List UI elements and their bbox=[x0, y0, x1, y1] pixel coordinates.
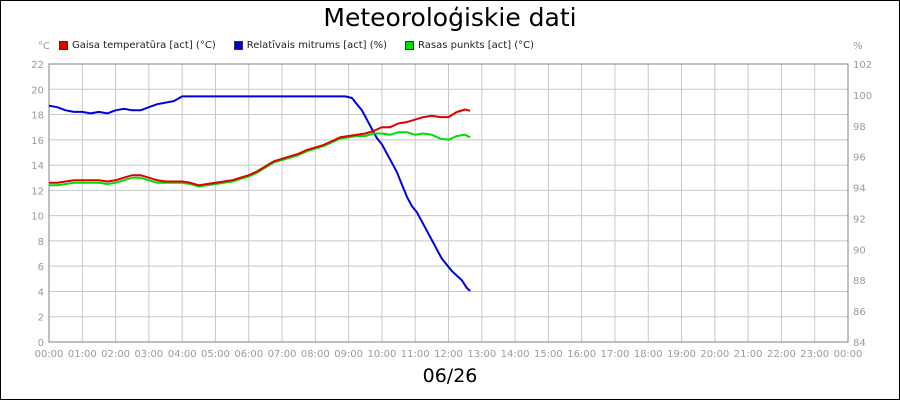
date-label: 06/26 bbox=[422, 365, 478, 387]
x-tick-label: 06:00 bbox=[234, 349, 263, 360]
y-left-tick-label: 10 bbox=[31, 212, 44, 223]
y-right-tick-label: 88 bbox=[853, 276, 866, 287]
left-axis-unit: °C bbox=[38, 41, 50, 52]
x-tick-label: 07:00 bbox=[268, 349, 297, 360]
right-axis-unit: % bbox=[853, 41, 863, 52]
y-left-tick-label: 4 bbox=[38, 287, 44, 298]
y-right-tick-label: 96 bbox=[853, 153, 866, 164]
x-tick-label: 14:00 bbox=[501, 349, 530, 360]
legend-swatch-dewpoint bbox=[405, 40, 415, 50]
x-tick-label: 23:00 bbox=[800, 349, 829, 360]
legend-item-temperature: Gaisa temperatūra [act] (°C) bbox=[59, 40, 216, 51]
x-tick-label: 01:00 bbox=[68, 349, 97, 360]
x-tick-label: 02:00 bbox=[101, 349, 130, 360]
x-tick-label: 20:00 bbox=[700, 349, 729, 360]
x-tick-label: 00:00 bbox=[834, 349, 863, 360]
x-tick-label: 11:00 bbox=[401, 349, 430, 360]
chart-title: Meteoroloģiskie dati bbox=[323, 3, 577, 32]
y-right-tick-label: 102 bbox=[853, 60, 872, 71]
y-left-tick-label: 0 bbox=[38, 338, 44, 349]
legend-label-temperature: Gaisa temperatūra [act] (°C) bbox=[72, 39, 216, 51]
x-tick-label: 13:00 bbox=[467, 349, 496, 360]
y-left-tick-label: 12 bbox=[31, 186, 44, 197]
legend-item-dewpoint: Rasas punkts [act] (°C) bbox=[405, 40, 534, 51]
x-tick-label: 17:00 bbox=[601, 349, 630, 360]
y-left-tick-label: 2 bbox=[38, 313, 44, 324]
x-tick-label: 22:00 bbox=[767, 349, 796, 360]
y-left-tick-label: 18 bbox=[31, 111, 44, 122]
y-left-tick-label: 14 bbox=[31, 161, 44, 172]
x-tick-label: 09:00 bbox=[334, 349, 363, 360]
legend-swatch-humidity bbox=[233, 40, 243, 50]
humidity-line bbox=[48, 95, 471, 292]
x-tick-label: 12:00 bbox=[434, 349, 463, 360]
x-tick-label: 08:00 bbox=[301, 349, 330, 360]
y-right-tick-label: 92 bbox=[853, 214, 866, 225]
x-tick-label: 10:00 bbox=[368, 349, 397, 360]
y-right-tick-label: 86 bbox=[853, 307, 866, 318]
legend-item-humidity: Relatīvais mitrums [act] (%) bbox=[233, 39, 388, 51]
x-tick-label: 04:00 bbox=[168, 349, 197, 360]
y-left-tick-label: 20 bbox=[31, 85, 44, 96]
legend-label-dewpoint: Rasas punkts [act] (°C) bbox=[418, 39, 535, 51]
dewpoint-line bbox=[49, 131, 471, 188]
plot-border bbox=[48, 63, 849, 343]
y-left-tick-label: 6 bbox=[38, 262, 44, 273]
y-right-tick-label: 98 bbox=[853, 122, 866, 133]
x-tick-label: 15:00 bbox=[534, 349, 563, 360]
x-tick-label: 00:00 bbox=[35, 349, 64, 360]
legend-swatch-temperature bbox=[59, 40, 68, 50]
y-right-tick-label: 84 bbox=[853, 338, 866, 349]
x-tick-label: 18:00 bbox=[634, 349, 663, 360]
legend: Gaisa temperatūra [act] (°C) Relatīvais … bbox=[59, 37, 552, 53]
y-right-tick-label: 90 bbox=[853, 245, 866, 256]
y-right-tick-label: 100 bbox=[853, 91, 872, 102]
y-left-tick-label: 16 bbox=[31, 136, 44, 147]
x-tick-label: 05:00 bbox=[201, 349, 230, 360]
x-tick-label: 03:00 bbox=[134, 349, 163, 360]
y-left-tick-label: 22 bbox=[31, 60, 44, 71]
x-tick-label: 21:00 bbox=[734, 349, 763, 360]
y-right-tick-label: 94 bbox=[853, 184, 866, 195]
temperature-line bbox=[49, 108, 471, 187]
y-left-tick-label: 8 bbox=[38, 237, 44, 248]
x-tick-label: 16:00 bbox=[567, 349, 596, 360]
x-tick-label: 19:00 bbox=[667, 349, 696, 360]
legend-label-humidity: Relatīvais mitrums [act] (%) bbox=[246, 39, 388, 51]
